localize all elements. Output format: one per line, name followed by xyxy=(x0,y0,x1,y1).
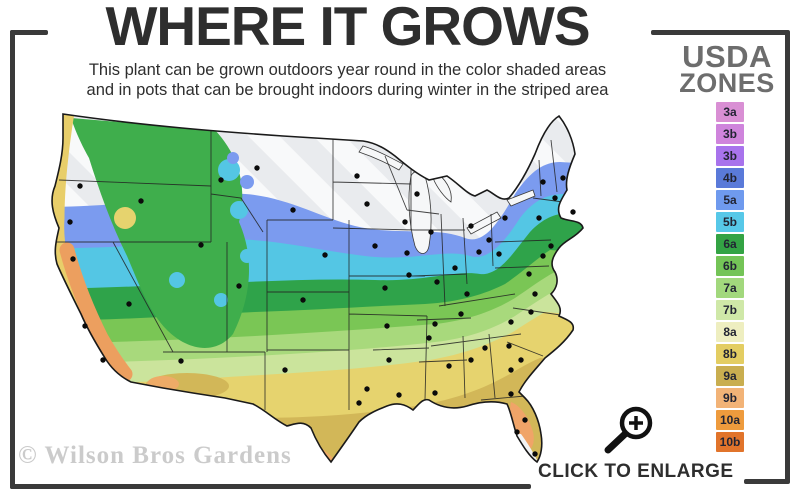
zone-swatch-10a: 10a xyxy=(716,410,744,430)
zone-swatch-7b: 7b xyxy=(716,300,744,320)
subtitle-line-1: This plant can be grown outdoors year ro… xyxy=(88,61,607,79)
frame-left xyxy=(10,30,15,489)
great-lakes xyxy=(358,145,536,254)
frame-bottom-right-dash xyxy=(744,479,790,484)
click-to-enlarge-label[interactable]: CLICK TO ENLARGE xyxy=(538,461,734,482)
zone-swatch-5a: 5a xyxy=(716,190,744,210)
frame-right xyxy=(785,30,790,483)
zone-swatch-10b: 10b xyxy=(716,432,744,452)
zone-swatch-8b: 8b xyxy=(716,344,744,364)
zone-swatch-8a: 8a xyxy=(716,322,744,342)
zone-swatch-9b: 9b xyxy=(716,388,744,408)
magnifier-plus-icon[interactable] xyxy=(600,403,658,457)
state-borders xyxy=(52,120,568,410)
city-dots xyxy=(67,165,576,457)
zone-swatch-9a: 9a xyxy=(716,366,744,386)
zone-swatch-6a: 6a xyxy=(716,234,744,254)
zone-list: 3a 3b 3b 4b 5a 5b 6a 6b 7a 7b 8a 8b 9a 9b 10a 10b xyxy=(716,102,744,454)
watermark: © Wilson Bros Gardens xyxy=(18,442,292,469)
zone-shading xyxy=(52,114,583,462)
page-subtitle: This plant can be grown outdoors year ro… xyxy=(25,60,670,100)
zone-swatch-3b: 3b xyxy=(716,146,744,166)
frame-top-right-segment xyxy=(651,30,789,35)
subtitle-line-2: and in pots that can be brought indoors … xyxy=(86,81,609,100)
zone-swatch-3b: 3b xyxy=(716,124,744,144)
frame-top-left-dash xyxy=(10,30,48,35)
zone-swatch-4b: 4b xyxy=(716,168,744,188)
legend-title-usda: USDA xyxy=(682,39,772,74)
zone-swatch-5b: 5b xyxy=(716,212,744,232)
legend-title: USDA ZONES xyxy=(664,39,790,99)
zone-swatch-6b: 6b xyxy=(716,256,744,276)
usda-zone-map[interactable] xyxy=(15,98,660,483)
zone-swatch-7a: 7a xyxy=(716,278,744,298)
page-title: WHERE IT GROWS xyxy=(105,0,590,57)
zone-swatch-3a: 3a xyxy=(716,102,744,122)
legend-title-zones: ZONES xyxy=(679,68,775,99)
frame-bottom-left-segment xyxy=(10,484,531,489)
